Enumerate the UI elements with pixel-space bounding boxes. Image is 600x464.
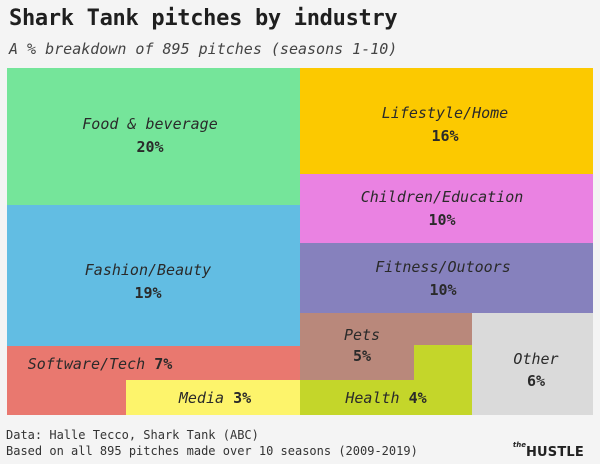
tile-media	[126, 380, 300, 415]
tile-value-fitness-outoors: 10%	[429, 281, 456, 299]
tile-pets	[300, 313, 472, 380]
tile-name-pets: Pets	[344, 326, 380, 344]
tile-fashion-beauty	[7, 205, 300, 346]
tile-name-media: Media	[178, 389, 233, 407]
tile-label-media: Media 3%	[178, 389, 251, 407]
tile-name-fitness-outoors: Fitness/Outoors	[375, 258, 510, 276]
tile-children-education	[300, 174, 593, 243]
chart-subtitle: A % breakdown of 895 pitches (seasons 1-…	[9, 40, 398, 58]
tile-health	[300, 345, 472, 415]
tile-name-other: Other	[513, 350, 558, 368]
tile-value-media: 3%	[233, 389, 251, 407]
tile-name-food-beverage: Food & beverage	[82, 115, 217, 133]
tile-name-fashion-beauty: Fashion/Beauty	[85, 261, 211, 279]
tile-value-children-education: 10%	[428, 211, 455, 229]
tile-food-beverage	[7, 68, 300, 205]
logo-hustle: HUSTLE	[525, 445, 584, 460]
tile-value-fashion-beauty: 19%	[134, 284, 161, 302]
tile-value-health: 4%	[409, 389, 427, 407]
tile-label-health: Health 4%	[344, 389, 426, 407]
tile-value-software-tech: 7%	[154, 355, 172, 373]
tile-name-children-education: Children/Education	[361, 188, 524, 206]
tile-other	[472, 313, 593, 415]
source-line-2: Based on all 895 pitches made over 10 se…	[6, 444, 418, 458]
tile-value-food-beverage: 20%	[136, 138, 163, 156]
tile-software-tech	[7, 346, 300, 415]
tile-value-lifestyle-home: 16%	[431, 127, 458, 145]
source-line-1: Data: Halle Tecco, Shark Tank (ABC)	[6, 428, 259, 442]
tile-name-software-tech: Software/Tech	[28, 355, 154, 373]
tile-name-health: Health	[344, 389, 408, 407]
logo-the: the	[512, 441, 526, 449]
tile-fitness-outoors	[300, 243, 593, 313]
tile-value-other: 6%	[527, 372, 545, 390]
source-note: Data: Halle Tecco, Shark Tank (ABC) Base…	[6, 427, 418, 459]
tile-name-lifestyle-home: Lifestyle/Home	[382, 104, 508, 122]
tile-value-pets: 5%	[353, 347, 371, 365]
chart-title: Shark Tank pitches by industry	[9, 6, 398, 31]
tile-label-software-tech: Software/Tech 7%	[28, 355, 173, 373]
hustle-logo: theHUSTLE	[513, 441, 584, 460]
tile-lifestyle-home	[300, 68, 593, 174]
